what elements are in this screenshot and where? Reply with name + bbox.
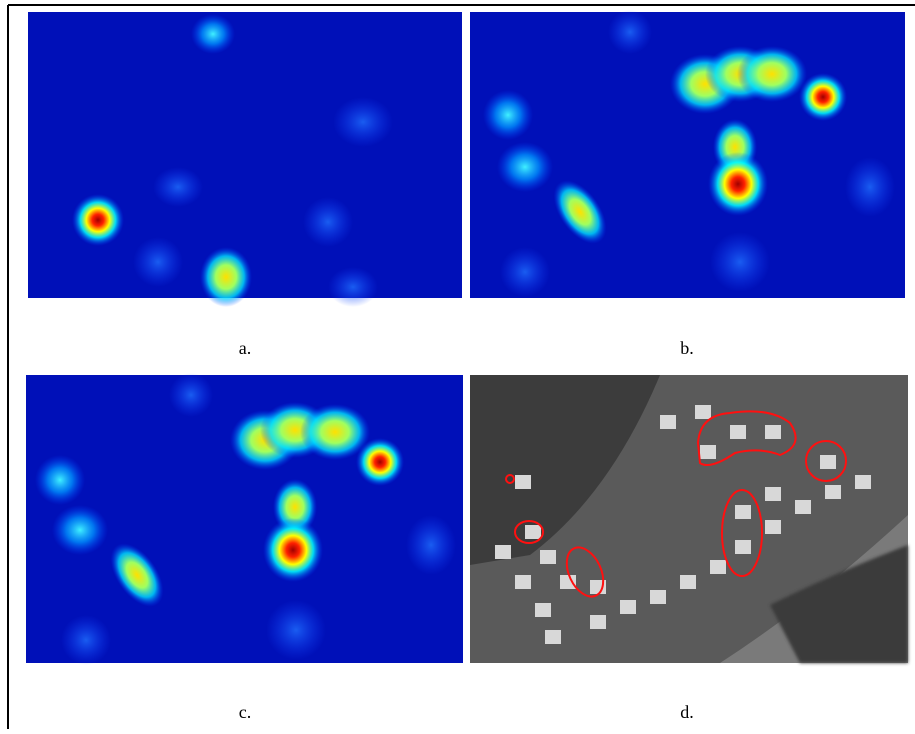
- shape: [500, 247, 550, 297]
- shape: [590, 615, 606, 629]
- shape: [765, 520, 781, 534]
- shape: [28, 12, 462, 298]
- shape: [133, 237, 183, 287]
- caption: c.: [239, 702, 252, 722]
- shape: [263, 518, 323, 582]
- shape: [191, 14, 235, 54]
- shape: [820, 455, 836, 469]
- shape: [153, 167, 203, 207]
- shape: [483, 90, 533, 140]
- caption: a.: [239, 338, 252, 358]
- heatmap-c: [26, 373, 463, 665]
- page: {"panels": [{"caption": "a."}, {"caption…: [0, 0, 915, 729]
- shape: [650, 590, 666, 604]
- shape: [72, 194, 124, 246]
- shape: [200, 247, 252, 307]
- shape: [525, 525, 541, 539]
- shape: [608, 10, 652, 54]
- shape: [52, 505, 108, 555]
- shape: [710, 560, 726, 574]
- shape: [735, 505, 751, 519]
- shape: [61, 615, 111, 665]
- shape: [845, 157, 895, 217]
- shape: [765, 425, 781, 439]
- shape: [545, 630, 561, 644]
- shape: [169, 373, 213, 417]
- shape: [660, 415, 676, 429]
- shape: [406, 515, 456, 575]
- figure: a. b. c. d.: [0, 0, 915, 729]
- shape: [735, 540, 751, 554]
- caption: d.: [680, 702, 694, 722]
- shape: [695, 405, 711, 419]
- shape: [497, 142, 553, 192]
- shape: [730, 425, 746, 439]
- shape: [535, 603, 551, 617]
- shape: [799, 73, 847, 121]
- shape: [266, 600, 326, 660]
- shape: [620, 600, 636, 614]
- shape: [765, 487, 781, 501]
- shape: [540, 550, 556, 564]
- shape: [328, 267, 378, 307]
- shape: [333, 97, 393, 147]
- shape: [710, 232, 770, 292]
- shape: [795, 500, 811, 514]
- shape: [356, 438, 404, 486]
- shape: [737, 46, 807, 102]
- shape: [515, 575, 531, 589]
- caption: b.: [680, 338, 694, 358]
- shape: [825, 485, 841, 499]
- shape: [515, 475, 531, 489]
- shape: [303, 197, 353, 247]
- shape: [680, 575, 696, 589]
- shape: [855, 475, 871, 489]
- heatmap-b: [470, 10, 905, 298]
- shape: [560, 575, 576, 589]
- shape: [708, 152, 768, 216]
- shape: [35, 455, 85, 505]
- aerial-photo-d: [470, 375, 908, 663]
- shape: [700, 445, 716, 459]
- shape: [462, 12, 470, 298]
- shape: [495, 545, 511, 559]
- heatmap-a: [28, 12, 462, 307]
